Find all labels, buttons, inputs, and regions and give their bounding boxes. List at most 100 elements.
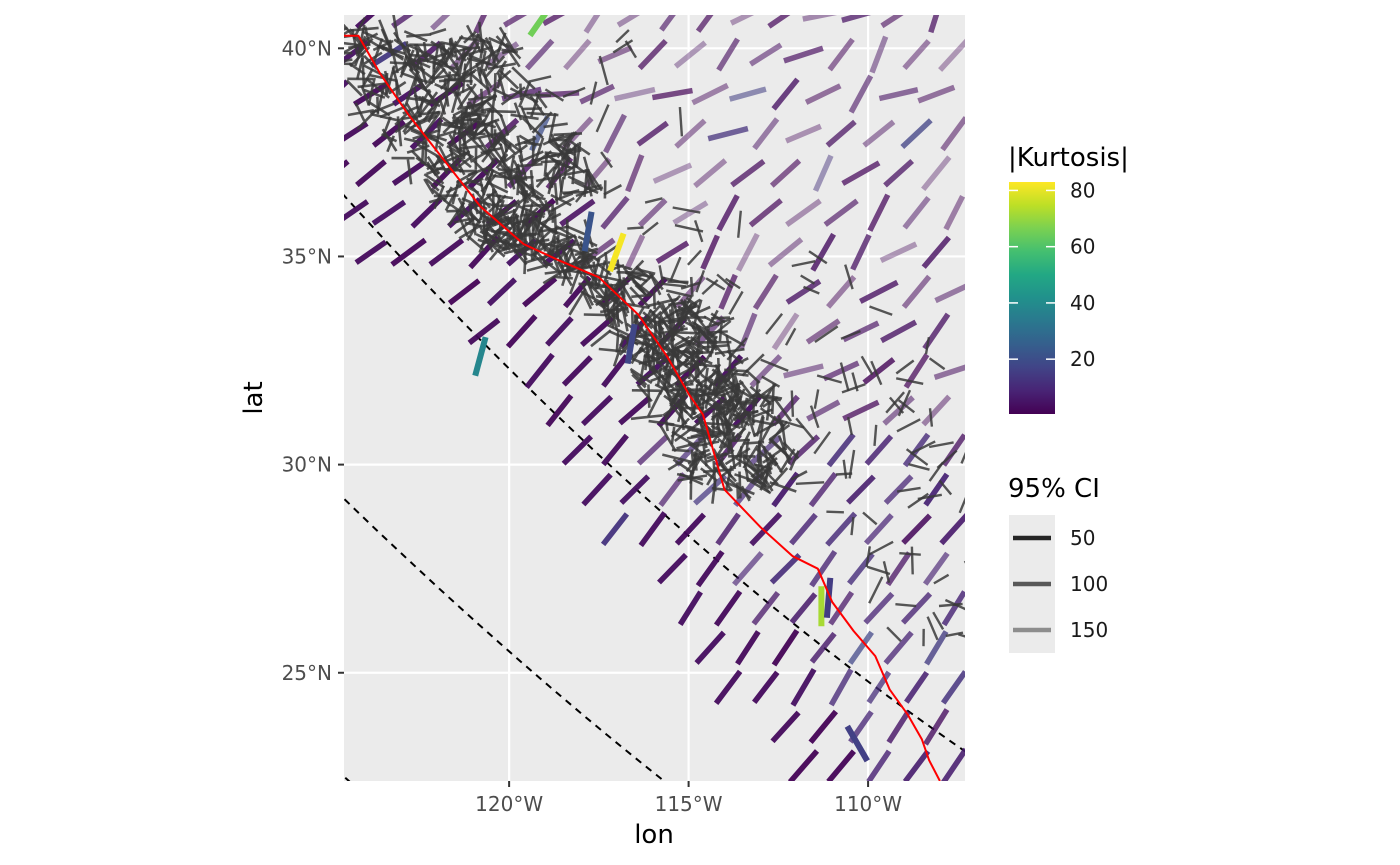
grid-glyph: [713, 589, 743, 627]
grid-glyph: [344, 159, 350, 169]
stress-glyph: [672, 206, 701, 214]
grid-glyph: [809, 549, 838, 588]
grid-glyph: [597, 44, 633, 65]
stress-glyph: [493, 132, 516, 155]
stress-glyph: [539, 226, 547, 252]
stress-glyph: [656, 300, 670, 320]
stress-glyph: [557, 261, 573, 287]
stress-glyph: [643, 339, 665, 359]
stress-glyph: [907, 492, 929, 509]
stress-glyph: [979, 522, 1006, 523]
stress-glyph: [400, 54, 408, 74]
stress-glyph: [932, 611, 945, 630]
grid-glyph: [579, 83, 615, 105]
stress-glyph: [664, 415, 669, 432]
stress-glyph: [567, 175, 585, 186]
grid-glyph: [355, 159, 387, 188]
stress-glyph: [791, 260, 816, 268]
grid-glyph: [928, 15, 940, 34]
stress-glyph: [439, 47, 447, 65]
stress-glyph: [795, 417, 815, 441]
stress-glyph: [350, 26, 379, 32]
stress-glyph: [486, 176, 503, 204]
stress-glyph: [406, 159, 413, 185]
stress-glyph: [706, 450, 734, 463]
grid-glyph: [390, 237, 427, 267]
stress-glyph: [631, 389, 663, 393]
grid-glyph: [826, 749, 857, 781]
stress-glyph: [840, 329, 861, 340]
stress-glyph: [480, 88, 484, 113]
grid-glyph: [938, 38, 965, 72]
stress-glyph: [972, 569, 975, 597]
grid-glyph: [752, 117, 780, 151]
stress-glyph: [438, 129, 456, 138]
stress-glyph: [367, 77, 376, 106]
legend-ci-keys: 50 100 150: [1009, 515, 1108, 653]
stress-glyph: [550, 193, 572, 207]
stress-glyph: [403, 119, 421, 136]
grid-glyph: [371, 199, 407, 226]
stress-glyph: [505, 239, 528, 266]
grid-glyph: [601, 354, 629, 388]
grid-glyph: [862, 119, 896, 148]
stress-glyph: [711, 316, 731, 320]
stress-glyph: [519, 105, 533, 131]
stress-glyph: [600, 151, 613, 169]
stress-glyph: [488, 225, 511, 251]
stress-glyph: [631, 373, 647, 389]
grid-glyph: [864, 434, 894, 466]
grid-glyph: [655, 240, 690, 265]
stress-glyph: [896, 418, 921, 433]
grid-glyph: [823, 198, 859, 227]
grid-glyph: [783, 363, 824, 379]
stress-glyph: [456, 83, 477, 111]
stress-glyph: [495, 60, 508, 76]
stress-glyph: [844, 264, 854, 290]
grid-glyph: [674, 512, 707, 546]
stress-glyph: [631, 293, 652, 299]
stress-glyph: [696, 317, 718, 344]
stress-glyph: [924, 336, 931, 355]
stress-glyph: [478, 50, 487, 77]
stress-glyph: [571, 264, 593, 271]
stress-glyph: [478, 177, 486, 196]
stress-glyph: [438, 76, 466, 83]
stress-glyph: [535, 194, 549, 212]
grid-glyph: [428, 237, 465, 267]
stress-glyph: [381, 128, 398, 152]
stress-glyph: [675, 305, 697, 318]
stress-glyph: [521, 116, 544, 139]
stress-glyph: [498, 142, 512, 163]
grid-glyph: [805, 318, 841, 345]
stress-glyph: [687, 249, 702, 266]
stress-glyph: [376, 96, 380, 115]
stress-glyph: [717, 329, 746, 347]
stress-glyph: [589, 81, 598, 105]
stress-glyph: [709, 330, 728, 334]
grid-glyph: [802, 15, 838, 22]
stress-glyph: [344, 28, 353, 36]
stress-glyph: [544, 200, 552, 217]
stress-glyph: [886, 626, 902, 643]
grid-glyph: [900, 591, 933, 625]
stress-glyph: [698, 376, 720, 398]
stress-glyph: [689, 364, 708, 385]
colorbar-tick-label: 60: [1070, 235, 1095, 259]
stress-glyph: [526, 262, 554, 272]
stress-glyph: [472, 159, 489, 176]
stress-glyph: [604, 252, 609, 272]
stress-glyph: [431, 73, 459, 80]
stress-glyph: [482, 68, 491, 96]
grid-glyph: [693, 158, 728, 189]
grid-glyph: [522, 276, 558, 308]
grid-glyph: [863, 513, 894, 546]
stress-glyph: [598, 347, 627, 353]
grid-glyph: [783, 45, 824, 64]
grid-glyph: [616, 15, 641, 28]
stress-glyph: [627, 226, 644, 230]
grid-glyph: [524, 352, 555, 390]
stress-glyph: [482, 120, 494, 149]
grid-glyph: [933, 364, 965, 381]
